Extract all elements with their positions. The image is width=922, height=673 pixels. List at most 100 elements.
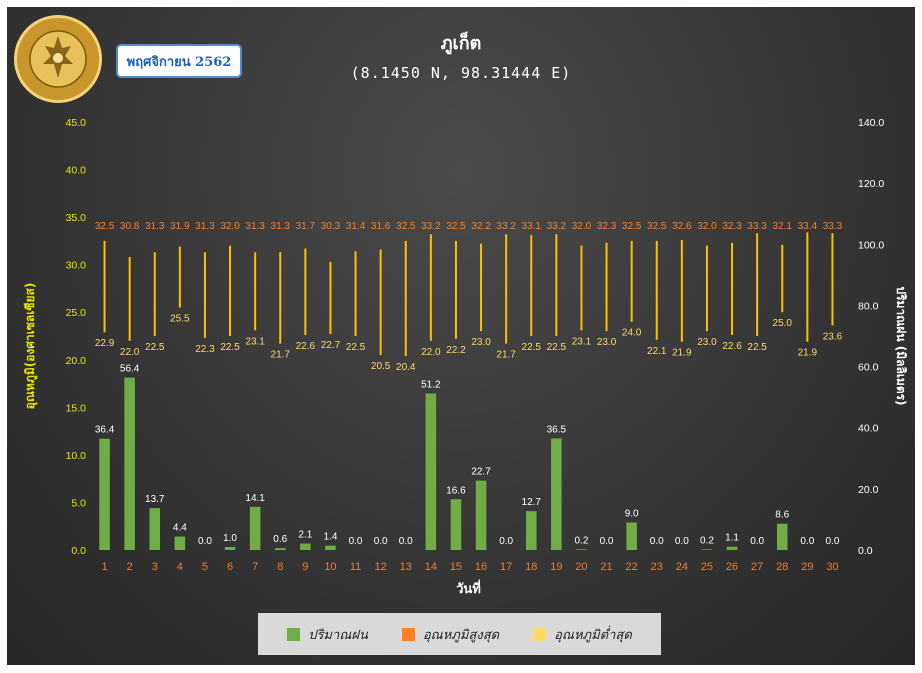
max-temp-data-label: 32.1 bbox=[773, 221, 793, 232]
max-temp-data-label: 30.8 bbox=[120, 221, 140, 232]
min-temp-data-label: 21.7 bbox=[271, 350, 291, 361]
left-axis-tick-label: 25.0 bbox=[66, 307, 87, 319]
left-axis-title: อุณหภูมิ(องศาเซลเซียส) bbox=[23, 283, 38, 410]
legend-label-min-temp: อุณหภูมิต่ำสุด bbox=[554, 627, 632, 643]
x-axis-tick-label: 12 bbox=[375, 561, 387, 573]
x-axis-tick-label: 19 bbox=[550, 561, 562, 573]
max-temp-data-label: 32.5 bbox=[396, 221, 416, 232]
x-axis-tick-label: 16 bbox=[475, 561, 487, 573]
legend-item-rain: ปริมาณฝน bbox=[287, 624, 368, 645]
rain-data-label: 0.0 bbox=[750, 536, 764, 547]
min-temp-data-label: 25.0 bbox=[773, 318, 793, 329]
rain-bar bbox=[701, 549, 713, 550]
rain-data-label: 0.2 bbox=[574, 535, 588, 546]
rain-data-label: 4.4 bbox=[173, 523, 187, 534]
rain-data-label: 51.2 bbox=[421, 379, 441, 390]
rain-data-label: 0.0 bbox=[825, 536, 839, 547]
rain-bar bbox=[551, 438, 562, 550]
min-temp-data-label: 22.1 bbox=[647, 346, 667, 357]
x-axis-tick-label: 2 bbox=[127, 561, 133, 573]
rain-bar bbox=[475, 480, 487, 550]
rain-bar bbox=[576, 549, 587, 550]
max-temp-data-label: 32.5 bbox=[95, 221, 115, 232]
min-temp-data-label: 22.3 bbox=[195, 344, 215, 355]
x-axis-tick-label: 10 bbox=[324, 561, 336, 573]
max-temp-data-label: 32.5 bbox=[647, 221, 667, 232]
max-temp-data-label: 31.7 bbox=[296, 221, 316, 232]
rain-data-label: 12.7 bbox=[522, 497, 542, 508]
max-temp-data-label: 32.0 bbox=[697, 221, 717, 232]
right-axis-title: ปริมาณฝน (มิลลิเมตร) bbox=[894, 286, 908, 405]
max-temp-data-label: 33.3 bbox=[823, 221, 843, 232]
rain-bar bbox=[525, 511, 537, 550]
rain-bar bbox=[425, 393, 437, 550]
min-temp-data-label: 21.7 bbox=[496, 350, 516, 361]
rain-data-label: 0.0 bbox=[374, 536, 388, 547]
x-axis-tick-label: 9 bbox=[302, 561, 308, 573]
min-temp-data-label: 20.5 bbox=[371, 361, 391, 372]
chart-subtitle: (8.1450 N, 98.31444 E) bbox=[350, 64, 572, 82]
min-temp-data-label: 23.6 bbox=[823, 332, 843, 343]
rain-data-label: 0.6 bbox=[273, 534, 287, 545]
rain-data-label: 0.0 bbox=[600, 536, 614, 547]
x-axis-tick-label: 30 bbox=[826, 561, 838, 573]
legend-swatch-rain bbox=[287, 627, 301, 641]
right-axis-tick-label: 100.0 bbox=[858, 239, 884, 251]
left-axis-tick-label: 0.0 bbox=[71, 545, 86, 557]
rain-data-label: 0.0 bbox=[650, 536, 664, 547]
max-temp-data-label: 33.4 bbox=[798, 221, 818, 232]
min-temp-data-label: 21.9 bbox=[798, 348, 818, 359]
legend-label-max-temp: อุณหภูมิสูงสุด bbox=[422, 627, 500, 643]
rain-data-label: 36.4 bbox=[95, 425, 115, 436]
min-temp-data-label: 24.0 bbox=[622, 328, 642, 339]
rain-data-label: 1.0 bbox=[223, 533, 237, 544]
right-axis-tick-label: 120.0 bbox=[858, 178, 884, 190]
rain-bar bbox=[99, 438, 110, 550]
max-temp-data-label: 33.1 bbox=[522, 221, 542, 232]
min-temp-data-label: 22.0 bbox=[120, 347, 140, 358]
left-axis-tick-label: 5.0 bbox=[71, 497, 86, 509]
x-axis-tick-label: 8 bbox=[277, 561, 283, 573]
legend-swatch-max-temp bbox=[401, 627, 415, 641]
right-axis-tick-label: 0.0 bbox=[858, 545, 873, 557]
x-axis-tick-label: 18 bbox=[525, 561, 537, 573]
rain-data-label: 13.7 bbox=[145, 494, 165, 505]
min-temp-data-label: 22.0 bbox=[421, 347, 441, 358]
chart-title: ภูเก็ต bbox=[440, 33, 482, 54]
max-temp-data-label: 31.6 bbox=[371, 221, 391, 232]
max-temp-data-label: 32.0 bbox=[220, 221, 240, 232]
max-temp-data-label: 33.2 bbox=[421, 221, 441, 232]
min-temp-data-label: 22.5 bbox=[747, 342, 767, 353]
max-temp-data-label: 31.3 bbox=[145, 221, 165, 232]
meteorological-department-seal-icon bbox=[14, 15, 102, 103]
rain-data-label: 36.5 bbox=[547, 424, 567, 435]
min-temp-data-label: 23.0 bbox=[697, 337, 717, 348]
right-axis-tick-label: 40.0 bbox=[858, 423, 879, 435]
x-axis-tick-label: 17 bbox=[500, 561, 512, 573]
legend: ปริมาณฝน อุณหภูมิสูงสุด อุณหภูมิต่ำสุด bbox=[258, 613, 661, 655]
right-axis-tick-label: 60.0 bbox=[858, 362, 879, 374]
left-axis-tick-label: 40.0 bbox=[66, 165, 87, 177]
min-temp-data-label: 23.1 bbox=[245, 336, 265, 347]
right-axis-tick-label: 80.0 bbox=[858, 300, 879, 312]
max-temp-data-label: 32.3 bbox=[722, 221, 742, 232]
x-axis-tick-label: 4 bbox=[177, 561, 183, 573]
rain-bar bbox=[124, 377, 135, 550]
rain-data-label: 0.0 bbox=[499, 536, 513, 547]
min-temp-data-label: 20.4 bbox=[396, 362, 416, 373]
x-axis-tick-label: 29 bbox=[801, 561, 813, 573]
left-axis-tick-label: 45.0 bbox=[66, 117, 87, 129]
x-axis-tick-label: 23 bbox=[651, 561, 663, 573]
max-temp-data-label: 32.6 bbox=[672, 221, 692, 232]
min-temp-data-label: 23.0 bbox=[597, 337, 617, 348]
legend-item-max-temp: อุณหภูมิสูงสุด bbox=[401, 624, 500, 645]
x-axis-tick-label: 21 bbox=[600, 561, 612, 573]
left-axis-tick-label: 15.0 bbox=[66, 402, 87, 414]
max-temp-data-label: 31.3 bbox=[271, 221, 291, 232]
min-temp-data-label: 22.6 bbox=[722, 341, 742, 352]
rain-data-label: 0.0 bbox=[675, 536, 689, 547]
max-temp-data-label: 30.3 bbox=[321, 221, 341, 232]
max-temp-data-label: 31.3 bbox=[245, 221, 265, 232]
min-temp-data-label: 22.5 bbox=[346, 342, 366, 353]
rain-data-label: 56.4 bbox=[120, 364, 140, 375]
